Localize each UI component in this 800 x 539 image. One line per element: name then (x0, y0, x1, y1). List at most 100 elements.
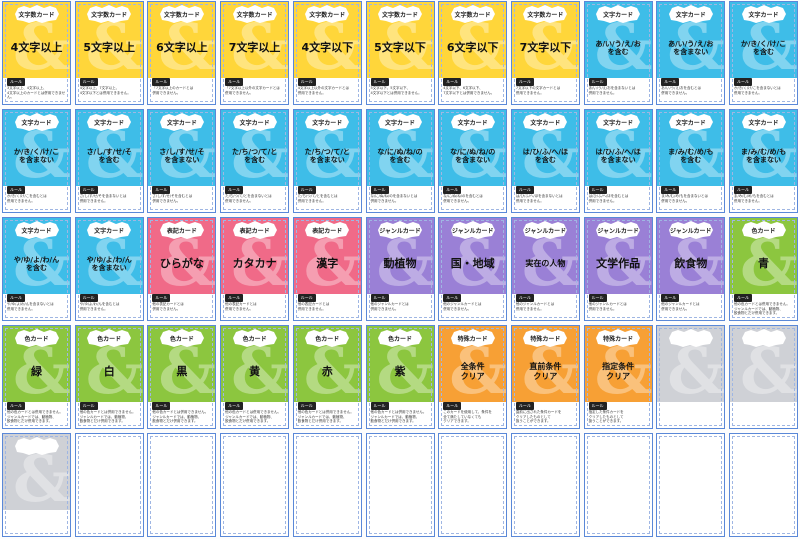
card-condition-text: 6文字以下 (446, 41, 499, 55)
card-condition-text: は/ひ/ふ/へ/ほ を含む (522, 147, 568, 164)
card-art: & 文字数カード 4文字以上 (3, 2, 70, 78)
card: & 文字数カード 6文字以上 ルール 「7文字以上のカードとは 併用できません。 (147, 1, 217, 105)
ampersand-watermark-icon: & (13, 118, 70, 187)
ampersand-watermark-icon: & (740, 118, 797, 187)
card-art: & 特殊カード 全条件 クリア (439, 326, 507, 403)
ampersand-watermark-icon: & (231, 10, 289, 79)
rule-tag: ルール (79, 294, 98, 302)
card-art: & 文字数カード 7文字以下 (511, 2, 579, 78)
card-art: & 文字数カード 5文字以下 (366, 2, 434, 78)
ampersand-watermark-icon: & (594, 118, 652, 187)
speech-burst-icon (87, 113, 132, 131)
speech-burst-icon (159, 113, 204, 131)
card-type-label: 特殊カード (457, 336, 488, 343)
card-art: & 色カード白 (75, 326, 143, 402)
card-condition-text: あ/い/う/え/お を含む (595, 39, 641, 56)
card-condition-text (657, 354, 724, 390)
card-condition-text: な/に/ぬ/ね/の を含む (377, 147, 423, 164)
rule-tag: ルール (734, 294, 752, 302)
speech-burst-icon (14, 5, 59, 23)
ampersand-watermark-icon: & (449, 226, 507, 295)
card-art: & 文字カード か/き/く/け/こ を含まない (3, 110, 70, 186)
speech-burst-icon (523, 329, 568, 347)
speech-burst-icon (741, 329, 786, 347)
card-rule-description: 他の色カードとは併用できません。 ジャンルカードでは、動植物、 飲食物とだけ併用… (370, 410, 427, 424)
card: & 特殊カード 指定条件 クリア ルール 指定した条件カードを クリアしたものとして 扱… (583, 325, 653, 429)
card-condition-text: 5文字以下 (374, 41, 426, 55)
rule-tag: ルール (297, 294, 316, 302)
rule-tag: ルール (588, 186, 607, 194)
speech-burst-icon (14, 113, 59, 131)
ampersand-watermark-icon: & (740, 10, 797, 79)
speech-burst-icon (14, 437, 59, 455)
card-condition-text: 実在の人物 (525, 259, 566, 269)
card-art: & 文字カード ま/み/む/め/も を含む (657, 110, 725, 186)
card: & (583, 433, 653, 537)
card-rule-description: このカードを使用して、条件を 全て満たしていなくても クリアできます。 (443, 410, 492, 424)
card-art: & ジャンルカード 文学作品 (584, 218, 652, 294)
speech-burst-icon (159, 5, 204, 23)
card-art: & 色カード青 (730, 218, 797, 294)
ampersand-watermark-icon: & (449, 10, 507, 79)
card-rule-description: や/ゆ/よ/わ/んを含まないとは 併用できません。 (7, 302, 54, 311)
rule-tag: ルール (661, 186, 680, 194)
speech-burst-icon (523, 221, 568, 239)
ampersand-watermark-icon: & (449, 334, 507, 403)
card: & (510, 433, 580, 537)
card-rule-description: あ/い/う/え/おを含まないとは 併用できません。 (588, 86, 636, 95)
card: & 文字カード ま/み/む/め/も を含まない ルール ま/み/む/め/もを含むとは 併… (729, 109, 798, 213)
card-art: & 文字数カード 7文字以上 (221, 2, 289, 79)
card: & 文字カード や/ゆ/よ/わ/ん を含む ルール や/ゆ/よ/わ/んを含まないとは 併… (2, 217, 71, 321)
ampersand-watermark-icon: & (376, 226, 434, 295)
card: & 文字カード か/き/く/け/こ を含まない ルール か/き/く/け/こを含むとは 併… (2, 109, 71, 213)
rule-tag: ルール (7, 78, 25, 86)
card-type-label: 表記カード (166, 228, 197, 235)
safe-area-guide (150, 436, 214, 534)
card-art: & 特殊カード 指定条件 クリア (584, 326, 652, 402)
card-rule-description: 他のジャンルカードとは 併用できません。 (515, 302, 555, 311)
card-art: & 文字カード は/ひ/ふ/へ/ほ を含む (511, 110, 579, 186)
ampersand-watermark-icon: & (376, 118, 434, 187)
speech-burst-icon (305, 5, 350, 23)
card-art: & 文字カード は/ひ/ふ/へ/ほ を含まない (584, 110, 652, 187)
card-art: & 文字カード な/に/ぬ/ね/の を含まない (439, 110, 507, 186)
card: & 文字カード さ/し/す/せ/そ を含む ルール さ/し/す/せ/そを含まないとは 併… (74, 109, 144, 213)
ampersand-watermark-icon: & (303, 334, 361, 403)
speech-burst-icon (596, 113, 641, 131)
rule-tag: ルール (7, 294, 25, 302)
card: & 文字数カード 5文字以下 ルール 5文字以下、5文字以下、 4文字以下とは併用できま… (365, 1, 435, 105)
speech-burst-icon (450, 113, 495, 131)
card-condition-text: や/ゆ/よ/わ/ん を含む (13, 255, 60, 272)
card-art: & (730, 326, 797, 402)
speech-burst-icon (378, 113, 422, 131)
card-rule-description: 他の色カードとは併用できません。 ジャンルカードでは、動植物、 飲食物とだけ併用… (152, 410, 209, 424)
speech-burst-icon (741, 221, 786, 239)
card-condition-text: 漢字 (316, 257, 339, 271)
card: & 文字数カード 7文字以上 ルール 「7文字以上以外の文字カードとは 併用できません。 (220, 1, 290, 105)
card-condition-text: 7文字以上 (228, 41, 281, 55)
card-condition-text: 白 (103, 365, 115, 379)
card: & (365, 433, 435, 537)
card-type-label: 文字カード (603, 12, 634, 19)
rule-tag: ルール (370, 294, 389, 302)
card-rule-description: 4文字以上以外の文字カードとは 併用できません。 (297, 86, 350, 95)
card-art: & 文字カード や/ゆ/よ/わ/ん を含まない (75, 218, 143, 294)
card: & 文字カード た/ち/つ/て/と を含む ルール た/ち/つ/て/とを含まないとは 併… (220, 109, 290, 213)
rule-tag: ルール (370, 186, 389, 194)
card: & 文字カード や/ゆ/よ/わ/ん を含まない ルール や/ゆ/よ/わ/んを含むとは 併… (74, 217, 144, 321)
rule-tag: ルール (370, 78, 389, 86)
rule-tag: ルール (588, 402, 607, 410)
card: & ジャンルカード 国・地域 ルール 他のジャンルカードとは 併用できません。 (438, 217, 508, 321)
card-type-label: 文字カード (748, 120, 779, 127)
speech-burst-icon (87, 5, 132, 23)
card-rule-description: 他の表記カードとは 併用できません。 (297, 302, 330, 311)
card: & 色カード緑ルール 他の色カードとは併用できません。 ジャンルカードでは、動植物、… (2, 325, 71, 429)
card: & 文字カード あ/い/う/え/お を含まない ルール あ/い/う/え/おを含むとは 併… (656, 1, 726, 105)
speech-burst-icon (523, 5, 568, 23)
card-art: & 文字カード な/に/ぬ/ね/の を含む (366, 110, 434, 187)
card-type-label: 特殊カード (603, 336, 634, 343)
card-art: & ジャンルカード 実在の人物 (511, 218, 579, 294)
card-type-label: 特殊カード (530, 336, 561, 343)
rule-tag: ルール (297, 78, 316, 86)
